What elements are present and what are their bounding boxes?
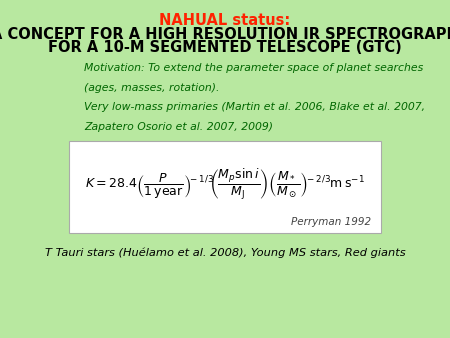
Text: T Tauri stars (Huélamo et al. 2008), Young MS stars, Red giants: T Tauri stars (Huélamo et al. 2008), You… (45, 248, 405, 258)
Text: $K = 28.4 \left( \dfrac{P}{1\,\mathrm{year}} \right)^{\!\!-1/3}\!\!\left( \dfrac: $K = 28.4 \left( \dfrac{P}{1\,\mathrm{ye… (85, 167, 365, 202)
Text: Very low-mass primaries (Martin et al. 2006, Blake et al. 2007,: Very low-mass primaries (Martin et al. 2… (84, 102, 425, 112)
Text: Zapatero Osorio et al. 2007, 2009): Zapatero Osorio et al. 2007, 2009) (84, 122, 273, 132)
Text: Motivation: To extend the parameter space of planet searches: Motivation: To extend the parameter spac… (84, 64, 423, 73)
Text: (ages, masses, rotation).: (ages, masses, rotation). (84, 83, 219, 93)
Text: NAHUAL status:: NAHUAL status: (159, 13, 291, 28)
FancyBboxPatch shape (69, 141, 381, 233)
Text: FOR A 10-M SEGMENTED TELESCOPE (GTC): FOR A 10-M SEGMENTED TELESCOPE (GTC) (48, 40, 402, 55)
Text: Perryman 1992: Perryman 1992 (291, 217, 371, 227)
Text: A CONCEPT FOR A HIGH RESOLUTION IR SPECTROGRAPH: A CONCEPT FOR A HIGH RESOLUTION IR SPECT… (0, 26, 450, 42)
